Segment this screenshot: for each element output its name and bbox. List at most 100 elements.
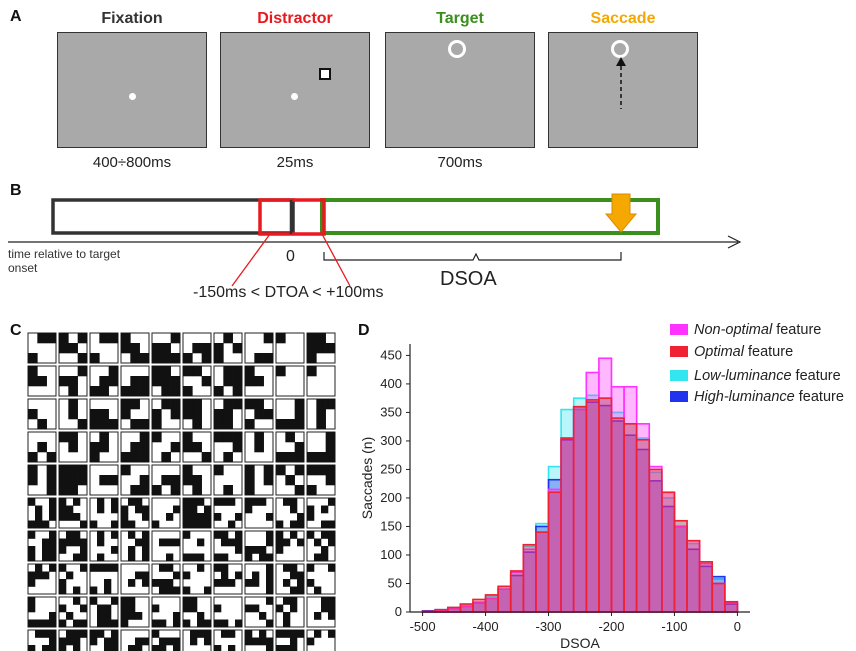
- pattern-tile: [89, 596, 119, 628]
- pattern-tile: [89, 365, 119, 397]
- pattern-tile: [58, 596, 88, 628]
- pattern-tile: [182, 530, 212, 562]
- pattern-tile: [275, 596, 305, 628]
- legend-label: Low-luminance feature: [694, 368, 841, 384]
- y-axis-label: Saccades (n): [359, 437, 375, 519]
- pattern-tile: [306, 464, 336, 496]
- target-ring: [448, 40, 466, 58]
- y-tick-label: 350: [380, 404, 402, 419]
- legend-entry: Non-optimal feature: [670, 322, 821, 338]
- legend-swatch: [670, 370, 688, 381]
- pattern-tile: [213, 464, 243, 496]
- fixation-screen: [57, 32, 207, 148]
- feature-patterns: [27, 332, 336, 651]
- histogram-bar: [610, 417, 625, 613]
- y-tick-label: 200: [380, 490, 402, 505]
- pattern-tile: [58, 563, 88, 595]
- pattern-tile: [213, 530, 243, 562]
- pattern-tile: [244, 332, 274, 364]
- fixation-bar: [51, 198, 295, 235]
- histogram-bar: [711, 582, 726, 613]
- pattern-tile: [58, 398, 88, 430]
- panel-d-label: D: [358, 322, 370, 339]
- pattern-tile: [213, 563, 243, 595]
- pattern-tile: [27, 629, 57, 651]
- pattern-tile: [151, 629, 181, 651]
- dtoa-label: -150ms < DTOA < +100ms: [193, 284, 384, 301]
- fixation-title: Fixation: [101, 10, 163, 27]
- target-screen: [385, 32, 535, 148]
- pattern-tile: [151, 431, 181, 463]
- pattern-tile: [27, 497, 57, 529]
- pattern-tile: [27, 332, 57, 364]
- pattern-tile: [27, 530, 57, 562]
- pattern-tile: [58, 332, 88, 364]
- pattern-tile: [27, 431, 57, 463]
- pattern-tile: [120, 431, 150, 463]
- pattern-tile: [89, 332, 119, 364]
- pattern-tile: [244, 398, 274, 430]
- pattern-tile: [275, 365, 305, 397]
- pattern-tile: [151, 497, 181, 529]
- pattern-tile: [306, 332, 336, 364]
- pattern-tile: [27, 563, 57, 595]
- pattern-tile: [213, 497, 243, 529]
- pattern-tile: [89, 563, 119, 595]
- pattern-tile: [182, 332, 212, 364]
- y-tick-label: 250: [380, 461, 402, 476]
- legend-entry: Low-luminance feature: [670, 368, 841, 384]
- panel-c-label: C: [10, 322, 22, 339]
- y-tick-label: 450: [380, 347, 402, 362]
- histogram-bar: [560, 437, 575, 613]
- legend-label: High-luminance feature: [694, 389, 844, 405]
- pattern-tile: [151, 596, 181, 628]
- pattern-tile: [275, 497, 305, 529]
- saccade-arrow-icon: [604, 193, 638, 233]
- x-tick-label: -100: [661, 619, 687, 634]
- pattern-tile: [182, 563, 212, 595]
- target-duration: 700ms: [437, 154, 483, 171]
- pattern-tile: [120, 530, 150, 562]
- pattern-tile: [244, 596, 274, 628]
- pattern-tile: [244, 530, 274, 562]
- dsoa-bracket: [323, 252, 622, 261]
- legend-swatch: [670, 324, 688, 335]
- pattern-tile: [182, 464, 212, 496]
- x-axis-label: DSOA: [560, 635, 600, 651]
- histogram-bar: [673, 519, 688, 613]
- legend-label: Optimal feature: [694, 344, 793, 360]
- pattern-tile: [120, 563, 150, 595]
- pattern-tile: [213, 596, 243, 628]
- pattern-tile: [244, 629, 274, 651]
- histogram-bar: [472, 598, 487, 613]
- saccade-screen: [548, 32, 698, 148]
- axis-caption: time relative to target onset: [8, 247, 121, 275]
- pattern-tile: [213, 431, 243, 463]
- pattern-tile: [120, 596, 150, 628]
- pattern-tile: [244, 431, 274, 463]
- histogram-bar: [522, 543, 537, 613]
- pattern-tile: [120, 365, 150, 397]
- legend-label: Non-optimal feature: [694, 322, 821, 338]
- x-tick-label: -300: [536, 619, 562, 634]
- pattern-tile: [151, 563, 181, 595]
- distractor-screen: [220, 32, 370, 148]
- fixation-dot: [291, 93, 298, 100]
- pattern-tile: [213, 629, 243, 651]
- pattern-tile: [120, 398, 150, 430]
- pattern-tile: [306, 497, 336, 529]
- pattern-tile: [275, 530, 305, 562]
- pattern-tile: [58, 464, 88, 496]
- distractor-duration: 25ms: [276, 154, 314, 171]
- pattern-tile: [182, 365, 212, 397]
- pattern-tile: [306, 398, 336, 430]
- pattern-tile: [27, 365, 57, 397]
- pattern-tile: [306, 365, 336, 397]
- timeline-diagram: [8, 193, 742, 287]
- histogram-bar: [535, 531, 550, 613]
- x-tick-label: -400: [473, 619, 499, 634]
- pattern-tile: [58, 365, 88, 397]
- pattern-tile: [27, 596, 57, 628]
- fixation-duration: 400÷800ms: [92, 154, 172, 171]
- pattern-tile: [306, 563, 336, 595]
